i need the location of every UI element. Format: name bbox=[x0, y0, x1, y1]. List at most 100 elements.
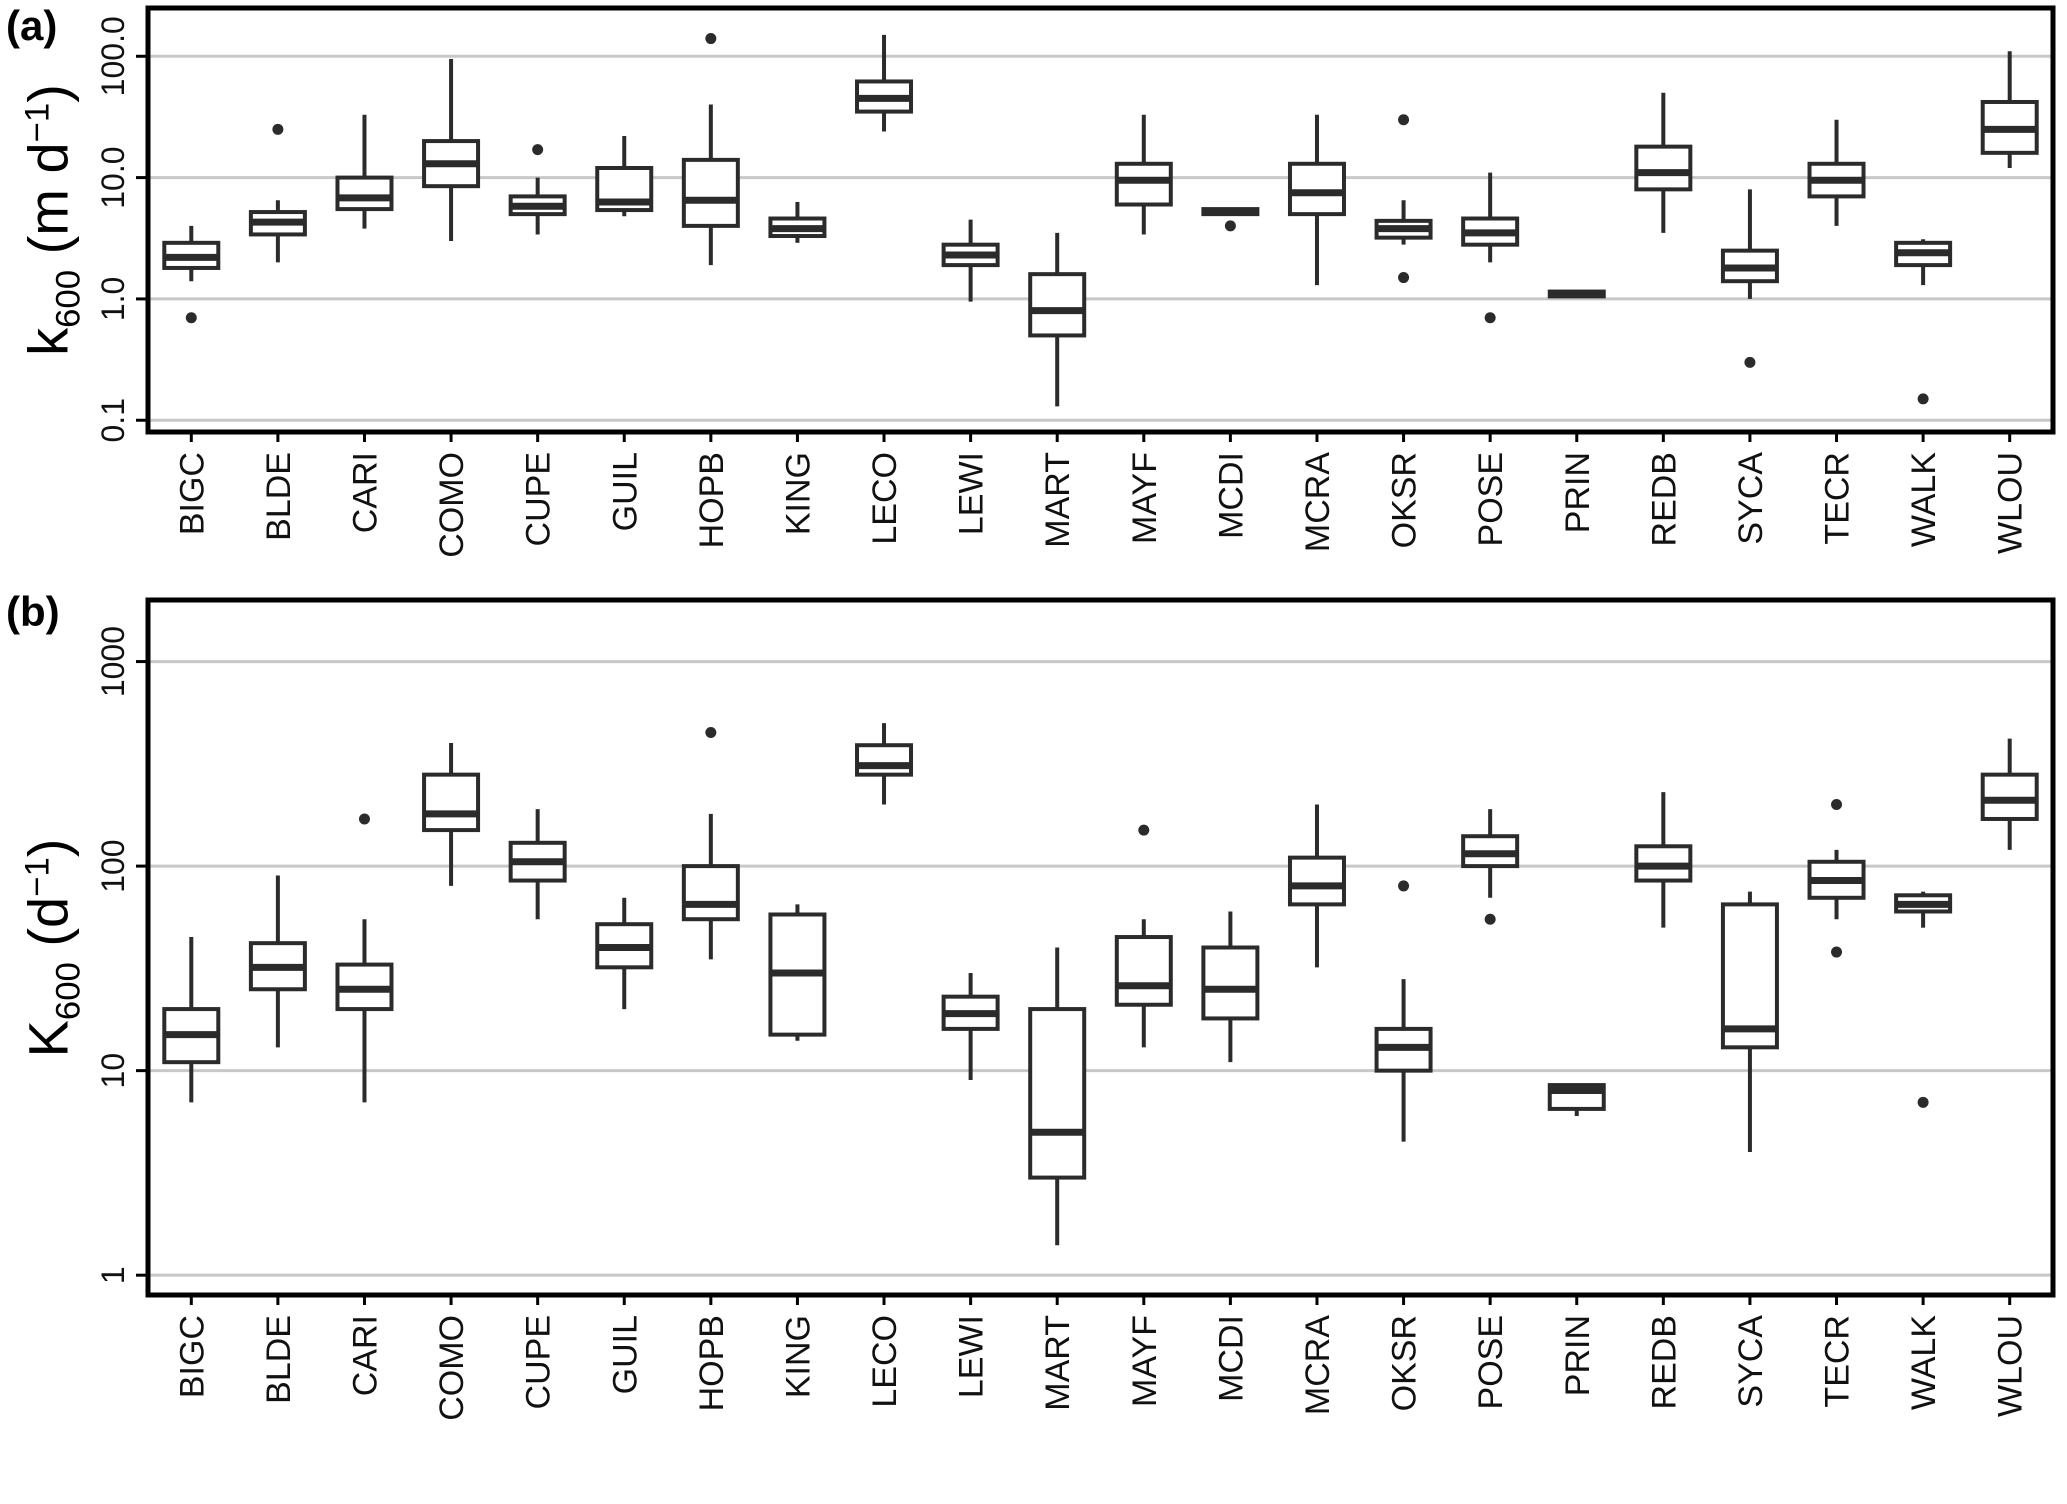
outlier-point bbox=[1398, 114, 1410, 126]
x-tick-label: TECR bbox=[1819, 452, 1857, 545]
iqr-box bbox=[1634, 144, 1693, 192]
iqr-box bbox=[855, 743, 914, 777]
x-tick-label: MAYF bbox=[1126, 1315, 1164, 1407]
boxplot-HOPB bbox=[681, 33, 740, 266]
x-tick-label: REDB bbox=[1645, 1315, 1683, 1409]
x-tick-label: SYCA bbox=[1732, 1315, 1770, 1408]
panel-b: BIGC BLDE CARI COMO CUPE GUIL HOPB KING LECO LEWI… bbox=[95, 597, 2056, 1421]
boxplot-LECO bbox=[855, 723, 914, 805]
boxplot-CUPE bbox=[508, 809, 567, 920]
x-tick-label: REDB bbox=[1645, 452, 1683, 546]
y-tick-label: 1 bbox=[95, 1266, 131, 1284]
boxplot-MCRA bbox=[1287, 804, 1346, 968]
x-tick-label: BLDE bbox=[260, 452, 298, 541]
panel-b-tag: (b) bbox=[6, 588, 60, 635]
x-tick-label: LECO bbox=[866, 1315, 904, 1408]
x-tick-label: CARI bbox=[346, 1315, 384, 1396]
y-tick-label: 100 bbox=[95, 839, 131, 892]
x-tick-label: LEWI bbox=[953, 1315, 991, 1398]
boxplot-CARI bbox=[335, 114, 394, 229]
outlier-point bbox=[1224, 220, 1236, 232]
x-tick-label: SYCA bbox=[1732, 452, 1770, 545]
y-tick-label: 1.0 bbox=[95, 277, 131, 321]
x-tick-label: MART bbox=[1039, 1315, 1077, 1411]
boxplot-BLDE bbox=[248, 123, 307, 263]
x-tick-label: CUPE bbox=[520, 1315, 558, 1409]
x-tick-label: COMO bbox=[433, 452, 471, 558]
boxplot-WALK bbox=[1894, 891, 1953, 1108]
panel-a-tag: (a) bbox=[6, 2, 58, 49]
x-tick-label: CUPE bbox=[520, 452, 558, 546]
boxplot-PRIN bbox=[1547, 289, 1606, 299]
y-axis-exponent: −1 bbox=[18, 857, 57, 897]
y-axis-unit-close: ) bbox=[16, 838, 80, 858]
boxplot-PRIN bbox=[1547, 1083, 1606, 1117]
iqr-box bbox=[422, 772, 481, 833]
x-tick-label: MART bbox=[1039, 452, 1077, 548]
panel-a-y-axis-label: k600 (m d−1) bbox=[15, 84, 88, 356]
iqr-box bbox=[1114, 161, 1173, 207]
x-tick-label: MCDI bbox=[1212, 452, 1250, 539]
boxplot-OKSR bbox=[1374, 114, 1433, 284]
boxplot-MCDI bbox=[1201, 911, 1260, 1063]
x-tick-label: HOPB bbox=[693, 1315, 731, 1411]
iqr-box bbox=[1287, 855, 1346, 907]
boxplot-CARI bbox=[335, 813, 394, 1103]
iqr-box bbox=[1201, 945, 1260, 1021]
x-tick-label: POSE bbox=[1472, 1315, 1510, 1409]
x-tick-label: POSE bbox=[1472, 452, 1510, 546]
boxplot-TECR bbox=[1807, 119, 1866, 226]
outlier-point bbox=[1917, 393, 1929, 405]
boxplot-LECO bbox=[855, 34, 914, 132]
boxplot-COMO bbox=[422, 742, 481, 886]
x-tick-label: WLOU bbox=[1992, 452, 2030, 554]
x-tick-label: BLDE bbox=[260, 1315, 298, 1404]
y-tick-label: 100.0 bbox=[95, 16, 131, 96]
x-tick-label: LECO bbox=[866, 452, 904, 545]
boxplot-MCDI bbox=[1201, 207, 1260, 232]
boxplot-WALK bbox=[1894, 239, 1953, 405]
outlier-point bbox=[185, 312, 197, 324]
x-tick-label: GUIL bbox=[606, 452, 644, 531]
boxplot-MCRA bbox=[1287, 114, 1346, 286]
iqr-box bbox=[1028, 1007, 1087, 1180]
panel-border bbox=[145, 5, 2056, 435]
y-axis-unit-close: ) bbox=[16, 84, 80, 103]
y-axis-subscript: 600 bbox=[49, 962, 88, 1021]
outlier-point bbox=[1831, 799, 1843, 811]
outlier-point bbox=[532, 144, 544, 156]
panel-a: BIGC BLDE CARI COMO CUPE GUIL HOPB KING LECO LEWI… bbox=[95, 5, 2056, 558]
x-tick-label: MCDI bbox=[1212, 1315, 1250, 1402]
boxplot-KING bbox=[768, 904, 827, 1041]
outlier-point bbox=[1917, 1096, 1929, 1108]
panel-b-y-axis-label: K600 (d−1) bbox=[15, 839, 88, 1058]
y-axis-subscript: 600 bbox=[49, 269, 88, 328]
x-tick-label: WALK bbox=[1905, 1315, 1943, 1410]
boxplot-MAYF bbox=[1114, 824, 1173, 1048]
iqr-box bbox=[1720, 902, 1779, 1050]
x-tick-label: GUIL bbox=[606, 1315, 644, 1394]
x-tick-label: CARI bbox=[346, 452, 384, 533]
outlier-point bbox=[1484, 312, 1496, 324]
outlier-point bbox=[1398, 272, 1410, 284]
y-tick-label: 10 bbox=[95, 1053, 131, 1089]
x-tick-label: BIGC bbox=[173, 452, 211, 535]
x-tick-label: WALK bbox=[1905, 452, 1943, 547]
iqr-box bbox=[681, 157, 740, 228]
boxplot-WLOU bbox=[1980, 51, 2039, 168]
iqr-box bbox=[335, 175, 394, 212]
boxplot-MART bbox=[1028, 947, 1087, 1246]
boxplot-REDB bbox=[1634, 92, 1693, 233]
outlier-point bbox=[1398, 880, 1410, 892]
boxplot-MART bbox=[1028, 232, 1087, 407]
iqr-box bbox=[681, 864, 740, 922]
y-axis-symbol: k bbox=[16, 327, 80, 356]
boxplot-SYCA bbox=[1720, 189, 1779, 368]
x-tick-label: KING bbox=[779, 1315, 817, 1398]
panel-border bbox=[145, 597, 2056, 1298]
x-tick-label: OKSR bbox=[1386, 1315, 1424, 1411]
x-tick-label: PRIN bbox=[1559, 452, 1597, 533]
outlier-point bbox=[1744, 356, 1756, 368]
y-axis-unit: (m d bbox=[16, 142, 80, 270]
x-tick-label: TECR bbox=[1819, 1315, 1857, 1408]
